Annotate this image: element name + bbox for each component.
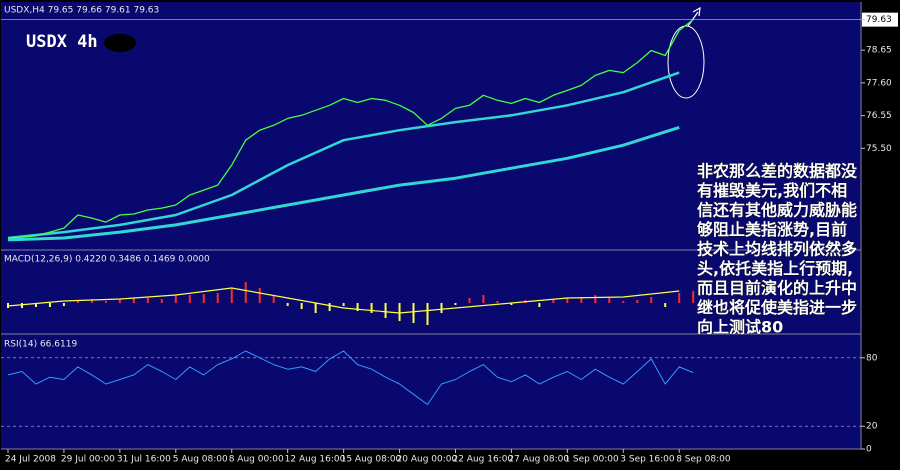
x-tick-label: 8 Sep 08:00 (676, 455, 731, 465)
indicator-line (7, 350, 694, 405)
histogram-bar (244, 282, 247, 303)
annotation-line: 头,依托美指上行预期, (697, 259, 853, 278)
histogram-bar (160, 299, 163, 303)
histogram-bar (202, 294, 205, 303)
annotation-line: 技术上均线排列依然多 (697, 240, 857, 259)
histogram-bar (258, 288, 261, 303)
x-tick-label: 5 Aug 08:00 (173, 455, 228, 465)
histogram-bar (426, 303, 429, 325)
x-tick-label: 27 Aug 08:00 (508, 455, 569, 465)
histogram-bar (216, 293, 219, 303)
x-tick-label: 20 Aug 00:00 (397, 455, 458, 465)
x-tick-label: 24 Jul 2008 (5, 455, 56, 465)
histogram-bar (622, 301, 625, 303)
histogram-bar (440, 303, 443, 313)
x-tick-label: 12 Aug 16:00 (285, 455, 346, 465)
y-tick-label: 80 (866, 353, 878, 363)
price-header: USDX,H4 79.65 79.66 79.61 79.63 (4, 6, 159, 16)
annotation-line: 够阻止美指涨势,目前 (696, 220, 847, 239)
histogram-bar (636, 300, 639, 303)
symbol-label: USDX 4h (26, 32, 98, 52)
histogram-bar (104, 301, 107, 303)
histogram-bar (594, 295, 597, 303)
histogram-bar (48, 303, 51, 307)
histogram-bar (300, 303, 303, 309)
annotation: 非农那么差的数据都没有摧毁美元,我们不相信还有其他威力威胁能够阻止美指涨势,目前… (696, 161, 859, 337)
histogram-bar (454, 303, 457, 305)
histogram-bar (552, 300, 555, 303)
histogram-bar (328, 303, 331, 311)
histogram-bar (580, 297, 583, 303)
histogram-bar (272, 295, 275, 303)
histogram-bar (286, 303, 289, 306)
price-line (7, 71, 680, 240)
histogram-bar (132, 298, 135, 303)
histogram-bar (468, 298, 471, 303)
histogram-bar (566, 298, 569, 303)
x-tick-label: 15 Aug 08:00 (341, 455, 402, 465)
histogram-bar (678, 293, 681, 303)
histogram-bar (482, 295, 485, 303)
histogram-bar (650, 297, 653, 303)
histogram-bar (188, 295, 191, 303)
indicator-line (7, 287, 680, 314)
plot-area (1, 2, 861, 449)
histogram-bar (174, 295, 177, 303)
annotation-line: 而且目前演化的上升中 (697, 279, 857, 298)
annotation-line: 向上测试80 (697, 318, 783, 337)
y-tick-label: 79.63 (866, 15, 892, 25)
price-line (7, 125, 680, 242)
y-tick-label: 77.60 (866, 78, 892, 88)
annotation-line: 非农那么差的数据都没 (697, 162, 858, 181)
price-line (7, 19, 694, 239)
histogram-bar (412, 303, 415, 323)
histogram-bar (398, 303, 401, 321)
histogram-bar (384, 303, 387, 318)
histogram-bar (34, 303, 37, 307)
x-tick-label: 8 Aug 00:00 (229, 455, 284, 465)
x-tick-label: 3 Sep 16:00 (620, 455, 675, 465)
histogram-bar (692, 291, 695, 303)
arrow (687, 6, 701, 27)
y-tick-label: 78.65 (866, 46, 892, 56)
histogram-bar (230, 289, 233, 303)
y-tick-label: 0 (866, 445, 872, 455)
histogram-bar (118, 299, 121, 303)
histogram-bar (538, 303, 541, 307)
histogram-bar (608, 298, 611, 303)
annotation-line: 有摧毁美元,我们不相 (697, 181, 847, 200)
annotation-line: 信还有其他威力威胁能 (697, 201, 857, 220)
histogram-bar (146, 298, 149, 303)
histogram-bar (356, 303, 359, 311)
histogram-bar (62, 303, 65, 306)
histogram-bar (342, 303, 345, 306)
y-tick-label: 76.55 (866, 111, 892, 121)
annotation-line: 继也将促使美指进一步 (697, 298, 857, 317)
x-tick-label: 22 Aug 16:00 (452, 455, 513, 465)
histogram-bar (664, 303, 667, 307)
histogram-bar (90, 299, 93, 303)
x-tick-label: 1 Sep 00:00 (564, 455, 619, 465)
y-tick-label: 20 (866, 422, 878, 432)
histogram-bar (76, 300, 79, 303)
rsi-header: RSI(14) 66.6119 (4, 340, 77, 350)
histogram-bar (510, 303, 513, 305)
y-tick-label: 75.50 (866, 144, 892, 154)
current-price-box (862, 12, 898, 27)
histogram-bar (496, 301, 499, 303)
histogram-bar (370, 303, 373, 313)
histogram-bar (314, 303, 317, 313)
x-tick-label: 31 Jul 16:00 (117, 455, 171, 465)
redaction-blob (104, 34, 136, 52)
x-tick-label: 29 Jul 00:00 (61, 455, 115, 465)
histogram-bar (20, 303, 23, 308)
macd-header: MACD(12,26,9) 0.4220 0.3486 0.1469 0.000… (4, 255, 210, 265)
